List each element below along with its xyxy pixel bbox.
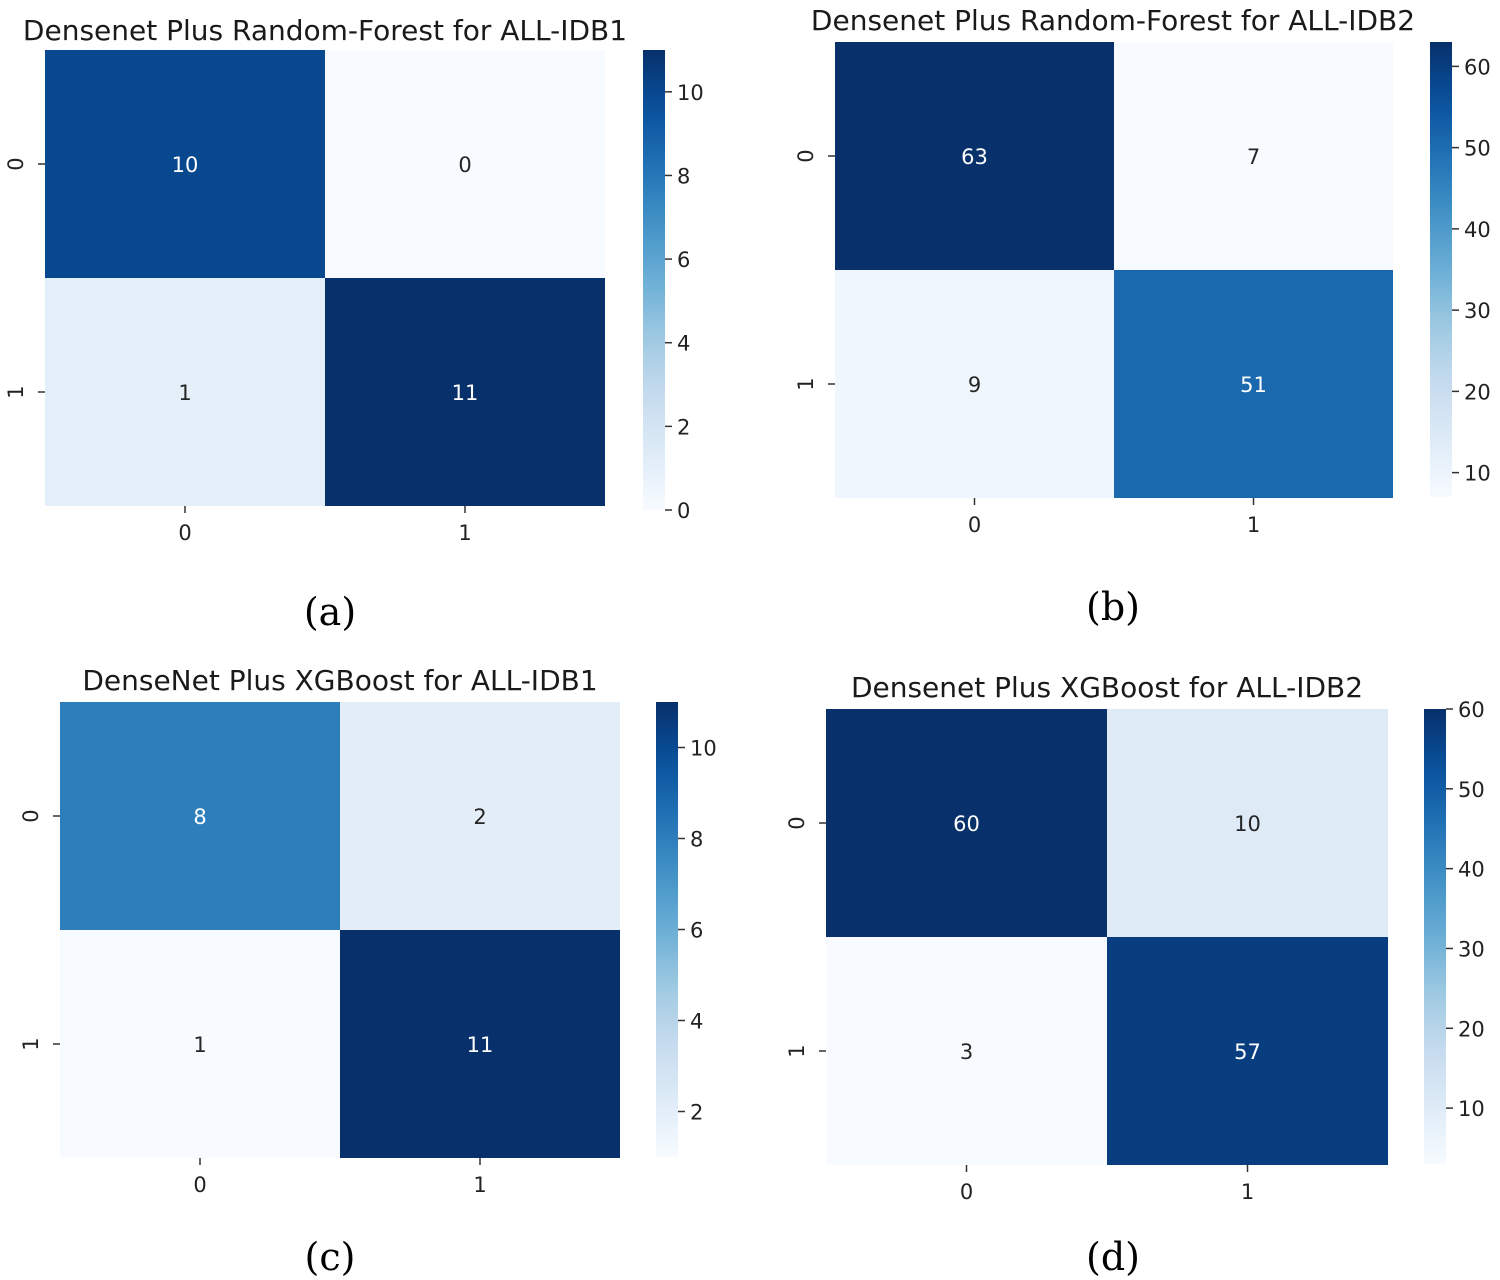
colorbar-tick-label: 10 [1458, 1097, 1485, 1121]
colorbar-tick-label: 10 [1464, 462, 1491, 486]
heatmap-cell [1107, 709, 1388, 937]
y-tick-label: 0 [19, 809, 43, 822]
cell-value-label: 11 [452, 381, 479, 405]
cell-value-label: 2 [473, 805, 486, 829]
chart-title: Densenet Plus Random-Forest for ALL-IDB2 [811, 4, 1415, 37]
heatmap-cell [340, 930, 620, 1158]
chart-title: Densenet Plus Random-Forest for ALL-IDB1 [23, 14, 627, 47]
colorbar-tick-label: 0 [677, 499, 690, 523]
cell-value-label: 8 [193, 805, 206, 829]
panel-caption: (c) [305, 1235, 356, 1279]
cell-value-label: 51 [1240, 373, 1267, 397]
heatmap-cell [835, 270, 1114, 498]
x-tick-label: 1 [1247, 513, 1260, 537]
heatmap-cell [325, 278, 605, 506]
x-tick-label: 0 [193, 1173, 206, 1197]
heatmap-cell [1107, 937, 1388, 1165]
heatmap-cell [45, 50, 325, 278]
x-tick-label: 0 [960, 1180, 973, 1204]
colorbar-tick-label: 10 [677, 81, 704, 105]
cell-value-label: 10 [172, 153, 199, 177]
colorbar-tick-label: 6 [690, 919, 703, 943]
colorbar-tick-label: 4 [677, 332, 690, 356]
x-tick-label: 1 [458, 521, 471, 545]
colorbar-tick-label: 10 [690, 737, 717, 761]
cell-value-label: 11 [467, 1033, 494, 1057]
heatmap-cell [45, 278, 325, 506]
colorbar-tick-label: 30 [1458, 937, 1485, 961]
colorbar-tick-label: 8 [677, 164, 690, 188]
y-tick-label: 0 [785, 816, 809, 829]
colorbar-tick-label: 4 [690, 1010, 703, 1034]
colorbar [1430, 42, 1452, 497]
cell-value-label: 0 [458, 153, 471, 177]
cell-value-label: 7 [1247, 145, 1260, 169]
x-tick-label: 0 [178, 521, 191, 545]
colorbar-tick-label: 6 [677, 248, 690, 272]
cell-value-label: 3 [960, 1040, 973, 1064]
y-tick-label: 0 [794, 149, 818, 162]
panel-caption: (d) [1086, 1235, 1140, 1279]
heatmap-cell [325, 50, 605, 278]
cell-value-label: 1 [193, 1033, 206, 1057]
y-tick-label: 1 [19, 1037, 43, 1050]
colorbar-tick-label: 50 [1458, 778, 1485, 802]
colorbar-tick-label: 50 [1464, 137, 1491, 161]
colorbar-tick-label: 30 [1464, 299, 1491, 323]
y-tick-label: 1 [4, 385, 28, 398]
heatmap-cell [826, 709, 1107, 937]
y-tick-label: 1 [785, 1044, 809, 1057]
cell-value-label: 9 [968, 373, 981, 397]
colorbar-tick-label: 40 [1458, 858, 1485, 882]
y-tick-label: 1 [794, 377, 818, 390]
cell-value-label: 57 [1234, 1040, 1261, 1064]
chart-title: DenseNet Plus XGBoost for ALL-IDB1 [82, 664, 597, 697]
heatmap-cell [835, 42, 1114, 270]
colorbar-tick-label: 40 [1464, 218, 1491, 242]
heatmap-panel: Densenet Plus Random-Forest for ALL-IDB1… [4, 14, 704, 634]
colorbar [643, 50, 665, 510]
chart-title: Densenet Plus XGBoost for ALL-IDB2 [851, 671, 1363, 704]
heatmap-cell [60, 930, 340, 1158]
cell-value-label: 1 [178, 381, 191, 405]
colorbar-tick-label: 2 [690, 1101, 703, 1125]
heatmap-cell [60, 702, 340, 930]
cell-value-label: 60 [953, 812, 980, 836]
colorbar-tick-label: 20 [1464, 380, 1491, 404]
cell-value-label: 10 [1234, 812, 1261, 836]
x-tick-label: 1 [473, 1173, 486, 1197]
heatmap-cell [1114, 270, 1393, 498]
colorbar [656, 702, 678, 1157]
y-tick-label: 0 [4, 157, 28, 170]
colorbar-tick-label: 20 [1458, 1017, 1485, 1041]
panel-caption: (a) [304, 590, 356, 634]
x-tick-label: 1 [1241, 1180, 1254, 1204]
colorbar-tick-label: 60 [1458, 698, 1485, 722]
heatmap-cell [1114, 42, 1393, 270]
heatmap-cell [340, 702, 620, 930]
heatmap-cell [826, 937, 1107, 1165]
x-tick-label: 0 [968, 513, 981, 537]
colorbar-tick-label: 8 [690, 828, 703, 852]
colorbar-tick-label: 60 [1464, 55, 1491, 79]
panel-caption: (b) [1086, 585, 1140, 629]
colorbar [1424, 709, 1446, 1164]
colorbar-tick-label: 2 [677, 415, 690, 439]
heatmap-panel: Densenet Plus Random-Forest for ALL-IDB2… [794, 4, 1491, 629]
cell-value-label: 63 [961, 145, 988, 169]
